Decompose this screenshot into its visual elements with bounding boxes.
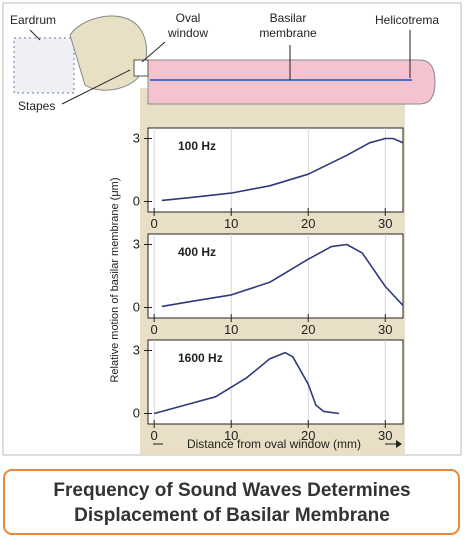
data-line xyxy=(161,137,404,202)
y-tick-label: 0 xyxy=(133,406,140,421)
label-oval-window: Oval xyxy=(176,11,201,25)
y-axis-label: Relative motion of basilar membrane (μm) xyxy=(109,177,121,382)
pointer xyxy=(141,41,166,63)
plot-area xyxy=(147,233,404,319)
x-tick-label: 30 xyxy=(378,216,392,231)
chart-title: 100 Hz xyxy=(178,139,216,153)
x-tick-label: 30 xyxy=(378,428,392,443)
y-tick-label: 0 xyxy=(133,194,140,209)
label-eardrum: Eardrum xyxy=(10,13,56,27)
plot-area xyxy=(147,339,404,425)
x-tick-label: 0 xyxy=(151,216,158,231)
y-tick-label: 3 xyxy=(133,237,140,252)
x-tick-label: 0 xyxy=(151,322,158,337)
x-tick-label: 20 xyxy=(301,216,315,231)
chart-title: 1600 Hz xyxy=(178,351,223,365)
ear-canal xyxy=(13,37,75,94)
y-tick-label: 3 xyxy=(133,343,140,358)
data-line xyxy=(161,243,404,308)
y-tick-label: 3 xyxy=(133,131,140,146)
pointer xyxy=(61,69,131,105)
label-helicotrema: Helicotrema xyxy=(375,13,439,27)
label-basilar-membrane: Basilar xyxy=(270,11,307,25)
x-tick-label: 30 xyxy=(378,322,392,337)
x-tick-label: 20 xyxy=(301,428,315,443)
pointer xyxy=(29,29,41,41)
label-oval-window: window xyxy=(167,26,208,40)
x-tick-label: 10 xyxy=(224,428,238,443)
x-tick-label: 10 xyxy=(224,216,238,231)
caption-box xyxy=(3,469,460,535)
chart-title: 400 Hz xyxy=(178,245,216,259)
y-tick-label: 0 xyxy=(133,300,140,315)
x-axis-label: Distance from oval window (mm) xyxy=(187,437,361,451)
cochlea xyxy=(147,59,436,105)
label-basilar-membrane: membrane xyxy=(259,26,317,40)
x-tick-label: 0 xyxy=(151,428,158,443)
arrow-head xyxy=(396,440,402,448)
label-stapes: Stapes xyxy=(18,99,55,113)
x-tick-label: 10 xyxy=(224,322,238,337)
caption: Displacement of Basilar Membrane xyxy=(74,505,390,526)
caption: Frequency of Sound Waves Determines xyxy=(53,480,410,501)
x-tick-label: 20 xyxy=(301,322,315,337)
data-line xyxy=(153,351,340,415)
oval-window-shape xyxy=(133,59,149,77)
